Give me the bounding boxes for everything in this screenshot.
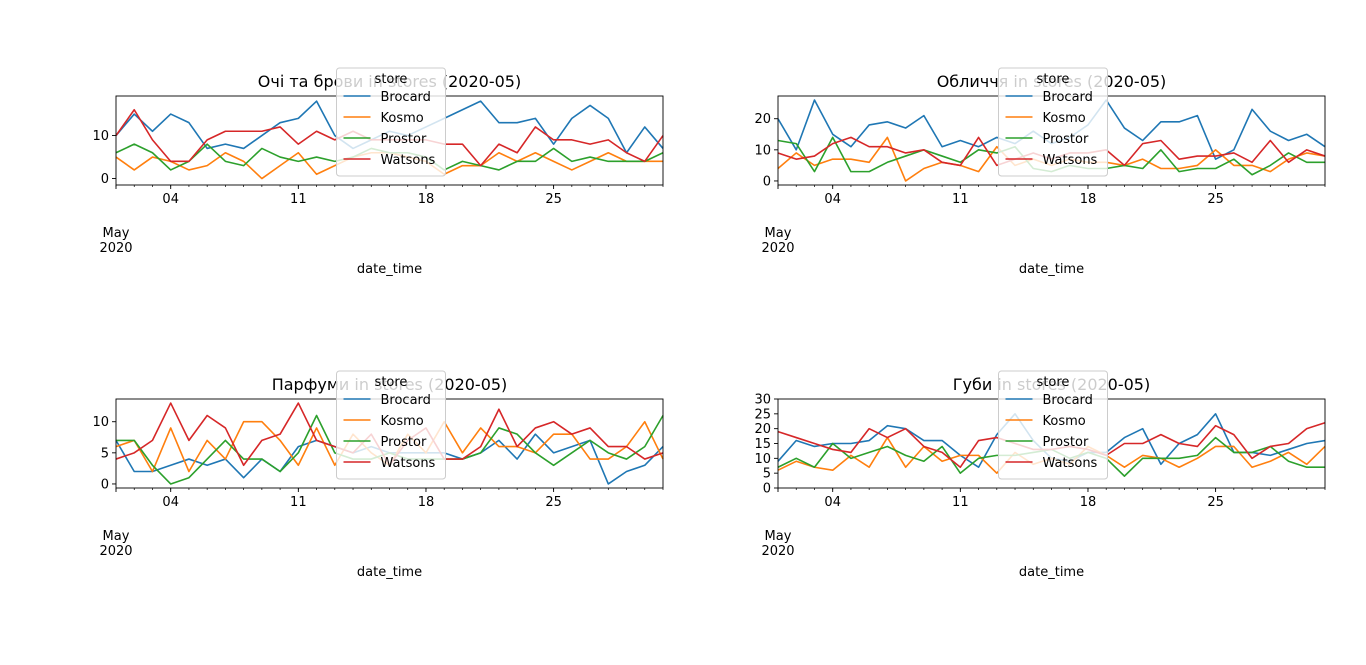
y-tick-label: 10 (754, 452, 771, 467)
x-tick-label: 25 (1207, 192, 1224, 207)
legend-label-prostor: Prostor (381, 435, 427, 450)
y-tick-label: 30 (754, 393, 771, 408)
legend-label-watsons: Watsons (1043, 153, 1098, 168)
legend: store Brocard Kosmo Prostor Watsons (998, 370, 1108, 480)
legend-title: store (375, 72, 408, 87)
y-tick-label: 10 (92, 129, 109, 144)
subplot-2: Обличчя in stores (2020-05)0102004111825… (754, 67, 1326, 277)
y-tick-label: 10 (754, 143, 771, 158)
x-tick-label: 11 (952, 192, 969, 207)
legend-label-prostor: Prostor (1043, 132, 1089, 147)
legend: store Brocard Kosmo Prostor Watsons (336, 67, 446, 177)
subplot-1: Очі та брови in stores (2020-05)01004111… (92, 67, 664, 277)
y-tick-label: 25 (754, 407, 771, 422)
x-tick-label: 04 (162, 192, 179, 207)
legend: store Brocard Kosmo Prostor Watsons (336, 370, 446, 480)
x-tick-label: 11 (290, 192, 307, 207)
legend-label-brocard: Brocard (381, 393, 431, 408)
legend-label-prostor: Prostor (1043, 435, 1089, 450)
x-tick-label: 11 (952, 495, 969, 510)
legend-label-kosmo: Kosmo (1043, 414, 1086, 429)
y-tick-label: 0 (763, 174, 771, 189)
legend-box (336, 370, 446, 480)
x-month-label: May (765, 529, 792, 544)
x-tick-label: 04 (824, 192, 841, 207)
y-tick-label: 5 (763, 467, 771, 482)
y-tick-label: 20 (754, 422, 771, 437)
x-axis-label: date_time (357, 565, 422, 580)
legend-box (336, 67, 446, 177)
x-year-label: 2020 (761, 544, 794, 559)
legend-label-kosmo: Kosmo (1043, 111, 1086, 126)
legend-label-watsons: Watsons (1043, 456, 1098, 471)
x-tick-label: 18 (418, 192, 435, 207)
x-tick-label: 25 (545, 495, 562, 510)
legend-box (998, 370, 1108, 480)
x-axis-label: date_time (357, 262, 422, 277)
y-tick-label: 0 (101, 172, 109, 187)
legend-label-brocard: Brocard (381, 90, 431, 105)
x-axis-label: date_time (1019, 565, 1084, 580)
legend-box (998, 67, 1108, 177)
y-tick-label: 5 (101, 446, 109, 461)
x-month-label: May (765, 226, 792, 241)
legend-label-watsons: Watsons (381, 153, 436, 168)
legend: store Brocard Kosmo Prostor Watsons (998, 67, 1108, 177)
x-tick-label: 18 (1080, 495, 1097, 510)
x-year-label: 2020 (99, 544, 132, 559)
legend-label-kosmo: Kosmo (381, 414, 424, 429)
y-tick-label: 0 (101, 477, 109, 492)
x-tick-label: 18 (418, 495, 435, 510)
legend-title: store (1037, 375, 1070, 390)
x-axis-label: date_time (1019, 262, 1084, 277)
x-tick-label: 04 (162, 495, 179, 510)
legend-label-brocard: Brocard (1043, 90, 1093, 105)
y-tick-label: 20 (754, 112, 771, 127)
legend-label-watsons: Watsons (381, 456, 436, 471)
x-year-label: 2020 (761, 241, 794, 256)
legend-label-prostor: Prostor (381, 132, 427, 147)
x-tick-label: 25 (545, 192, 562, 207)
x-tick-label: 18 (1080, 192, 1097, 207)
x-month-label: May (103, 529, 130, 544)
legend-label-brocard: Brocard (1043, 393, 1093, 408)
legend-title: store (1037, 72, 1070, 87)
x-tick-label: 25 (1207, 495, 1224, 510)
x-year-label: 2020 (99, 241, 132, 256)
x-tick-label: 04 (824, 495, 841, 510)
subplot-3: Парфуми in stores (2020-05)051004111825M… (92, 370, 664, 580)
subplot-4: Губи in stores (2020-05)0510152025300411… (754, 370, 1326, 580)
legend-title: store (375, 375, 408, 390)
legend-label-kosmo: Kosmo (381, 111, 424, 126)
y-tick-label: 10 (92, 415, 109, 430)
y-tick-label: 15 (754, 437, 771, 452)
x-tick-label: 11 (290, 495, 307, 510)
y-tick-label: 0 (763, 482, 771, 497)
x-month-label: May (103, 226, 130, 241)
